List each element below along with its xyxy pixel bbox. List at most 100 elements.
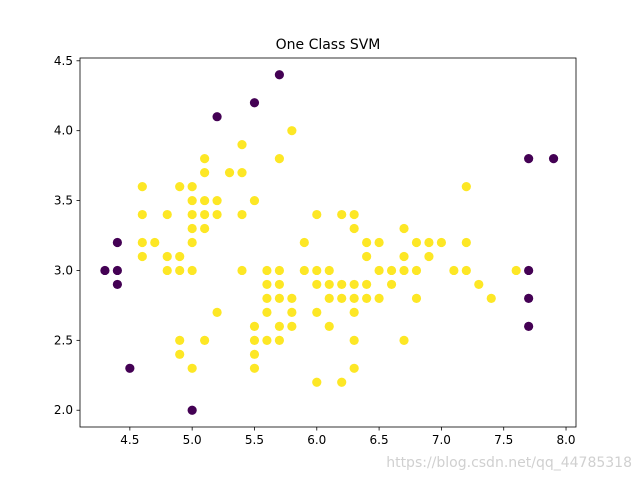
data-point (187, 181, 197, 192)
data-point (262, 293, 272, 304)
data-point (137, 237, 147, 248)
data-point (449, 265, 459, 276)
data-point (474, 279, 484, 290)
data-point (162, 209, 172, 220)
x-tick-label: 4.5 (120, 433, 139, 447)
data-point (187, 209, 197, 220)
data-point (200, 154, 210, 164)
data-point (262, 265, 272, 276)
data-point (324, 321, 334, 331)
data-point (274, 265, 284, 276)
data-point (137, 251, 147, 262)
data-point (524, 154, 534, 164)
data-point (162, 265, 172, 276)
data-point (200, 195, 210, 206)
data-point (287, 321, 297, 331)
data-point (349, 307, 359, 317)
data-point (524, 321, 534, 331)
data-point (374, 265, 384, 276)
data-point (349, 279, 359, 290)
data-point (187, 405, 197, 415)
data-point (299, 237, 309, 248)
data-point (262, 307, 272, 317)
y-tick-label: 4.0 (54, 124, 73, 138)
data-point (112, 237, 122, 248)
data-point (362, 279, 372, 290)
data-point (324, 265, 334, 276)
data-point (461, 265, 471, 276)
data-point (249, 195, 260, 206)
y-tick-label: 4.5 (54, 54, 73, 68)
data-point (312, 279, 322, 290)
data-point (337, 279, 347, 290)
data-point (137, 209, 147, 220)
x-tick-label: 5.5 (245, 433, 264, 447)
data-point (461, 237, 471, 248)
data-point (162, 251, 172, 262)
data-point (274, 321, 284, 331)
data-point (112, 279, 122, 290)
data-point (312, 377, 322, 387)
data-point (337, 293, 347, 304)
data-point (424, 251, 434, 262)
data-point (461, 181, 471, 192)
plot-frame (79, 57, 577, 428)
data-point (324, 279, 334, 290)
data-point (187, 195, 197, 206)
data-point (175, 349, 185, 359)
data-point (212, 112, 222, 122)
y-tick-label: 3.0 (54, 263, 73, 277)
data-point (399, 251, 409, 262)
data-point (386, 279, 397, 290)
x-tick-label: 6.5 (370, 433, 389, 447)
y-tick-label: 2.0 (54, 403, 73, 417)
y-axis: 2.0 2.5 3.0 3.5 4.0 4.5 (54, 54, 80, 417)
data-point (324, 293, 334, 304)
data-point (436, 237, 447, 248)
data-point (299, 265, 309, 276)
data-point (175, 181, 185, 192)
data-point (100, 265, 110, 276)
data-point (349, 335, 359, 345)
data-point (237, 140, 247, 150)
data-point (486, 293, 496, 304)
data-point (399, 265, 409, 276)
data-point (399, 335, 409, 345)
y-tick-label: 2.5 (54, 333, 73, 347)
data-point (274, 154, 284, 164)
data-point (337, 209, 347, 220)
data-point (424, 237, 434, 248)
x-tick-label: 8.0 (556, 433, 575, 447)
data-point (249, 98, 260, 108)
data-point (249, 363, 260, 373)
data-point (548, 154, 559, 164)
data-point (237, 265, 247, 276)
data-point (374, 293, 384, 304)
chart-title: One Class SVM (276, 37, 381, 53)
data-point (312, 265, 322, 276)
data-point (511, 265, 521, 276)
x-tick-label: 7.0 (432, 433, 451, 447)
data-point (524, 265, 534, 276)
data-point (362, 237, 372, 248)
data-point (312, 307, 322, 317)
data-point (312, 209, 322, 220)
data-point (249, 335, 260, 345)
data-point (249, 321, 260, 331)
data-point (200, 168, 210, 178)
x-tick-label: 6.0 (307, 433, 326, 447)
data-point (187, 265, 197, 276)
data-point (200, 335, 210, 345)
data-point (175, 335, 185, 345)
data-point (200, 223, 210, 234)
data-point (399, 223, 409, 234)
data-point (137, 181, 147, 192)
data-point (349, 223, 359, 234)
data-point (411, 293, 422, 304)
data-point (374, 237, 384, 248)
data-point (262, 279, 272, 290)
data-point (262, 335, 272, 345)
data-point (274, 70, 284, 80)
data-point (524, 293, 534, 304)
